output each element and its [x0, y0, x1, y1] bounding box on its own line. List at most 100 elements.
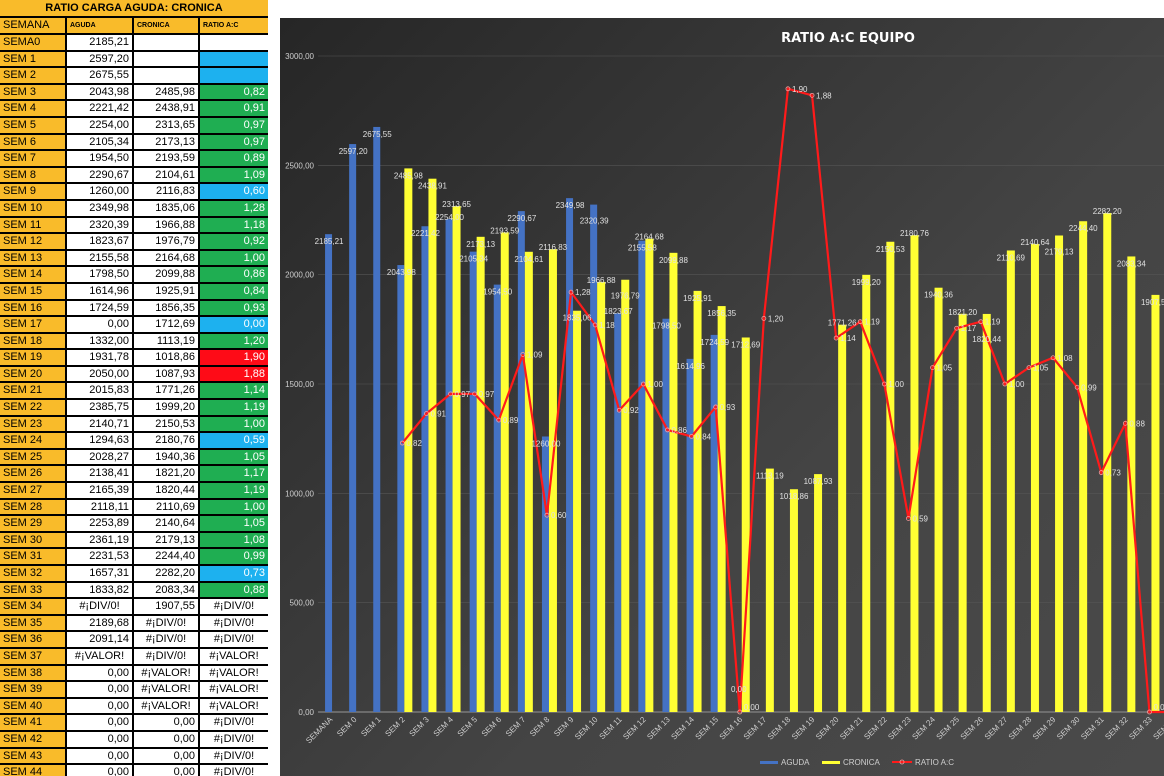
aguda-cell[interactable]: 2050,00: [67, 366, 134, 382]
ratio-cell[interactable]: 0,92: [200, 234, 268, 249]
week-cell[interactable]: SEM 34: [0, 599, 67, 614]
cronica-cell[interactable]: 2173,13: [134, 134, 200, 150]
cronica-cell[interactable]: 0,00: [134, 765, 200, 776]
aguda-cell[interactable]: 0,00: [67, 731, 134, 747]
week-cell[interactable]: SEM 40: [0, 698, 67, 714]
aguda-cell[interactable]: 0,00: [67, 665, 134, 681]
ratio-cell[interactable]: 0,59: [200, 433, 268, 448]
week-cell[interactable]: SEM 39: [0, 682, 67, 697]
aguda-cell[interactable]: 2254,00: [67, 117, 134, 133]
ratio-cell[interactable]: 0,86: [200, 267, 268, 282]
aguda-cell[interactable]: 1798,50: [67, 267, 134, 282]
cronica-cell[interactable]: 2438,91: [134, 101, 200, 116]
ratio-cell[interactable]: 1,14: [200, 383, 268, 399]
ratio-cell[interactable]: 0,88: [200, 582, 268, 598]
week-cell[interactable]: SEM 2: [0, 68, 67, 83]
cronica-cell[interactable]: 2150,53: [134, 416, 200, 432]
ratio-cell[interactable]: 0,84: [200, 283, 268, 299]
aguda-cell[interactable]: 2349,98: [67, 200, 134, 216]
week-cell[interactable]: SEM 35: [0, 615, 67, 631]
week-cell[interactable]: SEM 9: [0, 184, 67, 199]
aguda-cell[interactable]: 2320,39: [67, 217, 134, 233]
week-cell[interactable]: SEM 25: [0, 449, 67, 465]
ratio-cell[interactable]: 0,60: [200, 184, 268, 199]
aguda-cell[interactable]: 0,00: [67, 682, 134, 697]
cronica-cell[interactable]: [134, 35, 200, 50]
cronica-cell[interactable]: 1940,36: [134, 449, 200, 465]
week-cell[interactable]: SEM 22: [0, 400, 67, 415]
aguda-cell[interactable]: 2385,75: [67, 400, 134, 415]
week-cell[interactable]: SEM 41: [0, 715, 67, 730]
week-cell[interactable]: SEM 27: [0, 483, 67, 498]
week-cell[interactable]: SEM 3: [0, 84, 67, 100]
cronica-cell[interactable]: 2485,98: [134, 84, 200, 100]
aguda-cell[interactable]: 2118,11: [67, 499, 134, 515]
cronica-cell[interactable]: 2164,68: [134, 250, 200, 266]
cronica-cell[interactable]: 1925,91: [134, 283, 200, 299]
cronica-cell[interactable]: 2083,34: [134, 582, 200, 598]
ratio-cell[interactable]: 0,97: [200, 117, 268, 133]
cronica-cell[interactable]: 2244,40: [134, 549, 200, 564]
cronica-cell[interactable]: 1999,20: [134, 400, 200, 415]
aguda-cell[interactable]: 0,00: [67, 715, 134, 730]
cronica-cell[interactable]: 1712,69: [134, 317, 200, 332]
ratio-cell[interactable]: #¡DIV/0!: [200, 599, 268, 614]
ratio-cell[interactable]: 1,18: [200, 217, 268, 233]
week-cell[interactable]: SEM 7: [0, 151, 67, 166]
cronica-cell[interactable]: #¡DIV/0!: [134, 648, 200, 664]
aguda-cell[interactable]: 2138,41: [67, 466, 134, 482]
week-cell[interactable]: SEM 43: [0, 748, 67, 764]
week-cell[interactable]: SEM 30: [0, 532, 67, 548]
week-cell[interactable]: SEM 31: [0, 549, 67, 564]
week-cell[interactable]: SEM 5: [0, 117, 67, 133]
ratio-cell[interactable]: 1,00: [200, 499, 268, 515]
header-ratio[interactable]: RATIO A:C: [200, 18, 268, 33]
aguda-cell[interactable]: 0,00: [67, 765, 134, 776]
ratio-cell[interactable]: 1,09: [200, 167, 268, 183]
ratio-cell[interactable]: 0,89: [200, 151, 268, 166]
week-cell[interactable]: SEM 29: [0, 516, 67, 531]
cronica-cell[interactable]: 1835,06: [134, 200, 200, 216]
week-cell[interactable]: SEM 32: [0, 566, 67, 581]
cronica-cell[interactable]: 1976,79: [134, 234, 200, 249]
week-cell[interactable]: SEM 10: [0, 200, 67, 216]
ratio-cell[interactable]: #¡VALOR!: [200, 648, 268, 664]
aguda-cell[interactable]: 1931,78: [67, 350, 134, 365]
ratio-cell[interactable]: [200, 68, 268, 83]
ratio-cell[interactable]: 1,17: [200, 466, 268, 482]
aguda-cell[interactable]: 2155,58: [67, 250, 134, 266]
cronica-cell[interactable]: [134, 68, 200, 83]
aguda-cell[interactable]: 2015,83: [67, 383, 134, 399]
aguda-cell[interactable]: 1332,00: [67, 333, 134, 349]
cronica-cell[interactable]: 0,00: [134, 715, 200, 730]
aguda-cell[interactable]: 2189,68: [67, 615, 134, 631]
ratio-cell[interactable]: #¡DIV/0!: [200, 765, 268, 776]
aguda-cell[interactable]: 1657,31: [67, 566, 134, 581]
cronica-cell[interactable]: 1087,93: [134, 366, 200, 382]
header-aguda[interactable]: AGUDA: [67, 18, 134, 33]
cronica-cell[interactable]: 2104,61: [134, 167, 200, 183]
cronica-cell[interactable]: 2313,65: [134, 117, 200, 133]
cronica-cell[interactable]: 2193,59: [134, 151, 200, 166]
ratio-cell[interactable]: 1,00: [200, 250, 268, 266]
ratio-cell[interactable]: 1,05: [200, 449, 268, 465]
aguda-cell[interactable]: 1823,67: [67, 234, 134, 249]
aguda-cell[interactable]: 2105,34: [67, 134, 134, 150]
cronica-cell[interactable]: 2116,83: [134, 184, 200, 199]
ratio-cell[interactable]: 1,88: [200, 366, 268, 382]
cronica-cell[interactable]: 1907,55: [134, 599, 200, 614]
cronica-cell[interactable]: 2282,20: [134, 566, 200, 581]
aguda-cell[interactable]: 2231,53: [67, 549, 134, 564]
ratio-cell[interactable]: 0,82: [200, 84, 268, 100]
week-cell[interactable]: SEM 37: [0, 648, 67, 664]
week-cell[interactable]: SEM 21: [0, 383, 67, 399]
cronica-cell[interactable]: #¡VALOR!: [134, 682, 200, 697]
ratio-cell[interactable]: [200, 35, 268, 50]
ratio-cell[interactable]: 1,28: [200, 200, 268, 216]
cronica-cell[interactable]: [134, 51, 200, 67]
cronica-cell[interactable]: 1966,88: [134, 217, 200, 233]
cronica-cell[interactable]: 2110,69: [134, 499, 200, 515]
aguda-cell[interactable]: #¡VALOR!: [67, 648, 134, 664]
ratio-cell[interactable]: #¡VALOR!: [200, 698, 268, 714]
week-cell[interactable]: SEM 33: [0, 582, 67, 598]
